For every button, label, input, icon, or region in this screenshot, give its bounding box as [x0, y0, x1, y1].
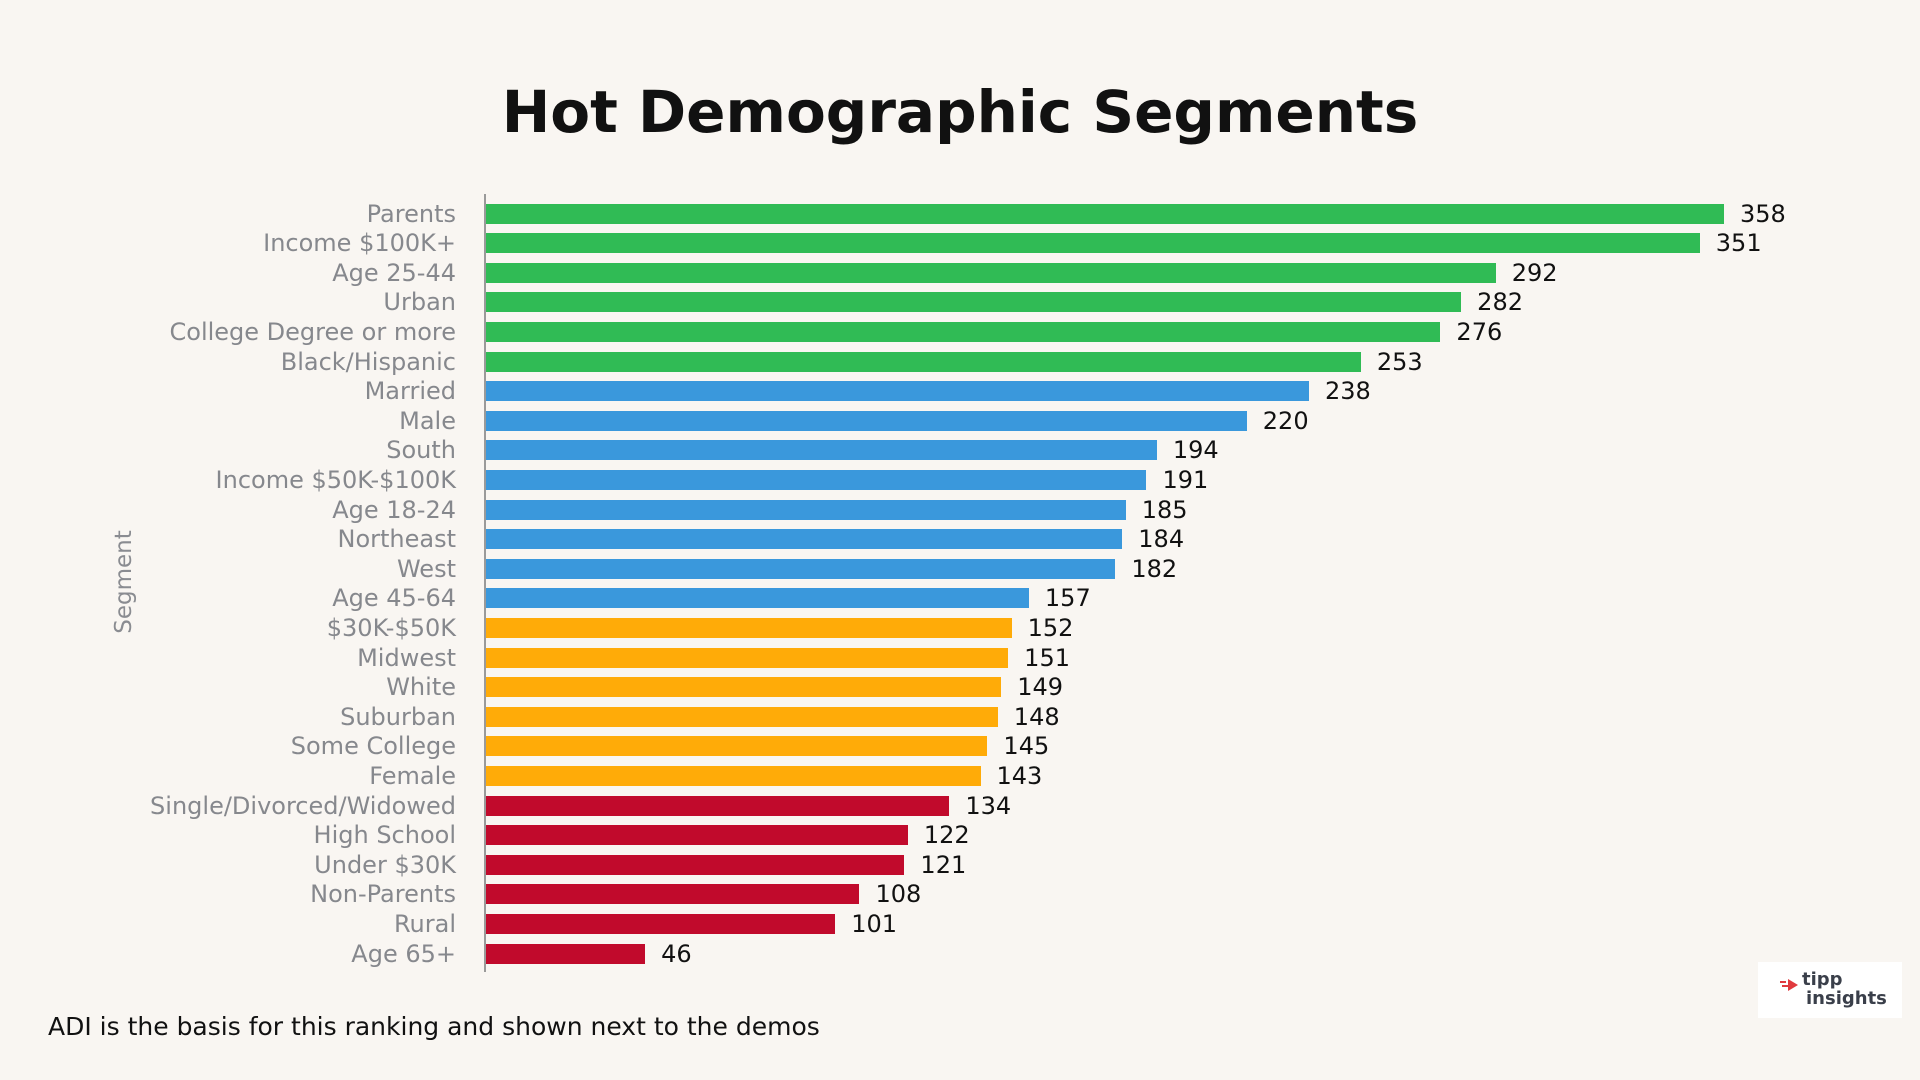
- data-label: 191: [1162, 465, 1209, 494]
- category-label: Rural: [393, 909, 456, 938]
- data-label: 220: [1262, 406, 1309, 435]
- chart-title: Hot Demographic Segments: [501, 78, 1419, 146]
- category-label: Some College: [290, 732, 456, 761]
- category-label: Urban: [383, 288, 456, 317]
- category-label: High School: [313, 821, 456, 850]
- y-axis-line: [484, 194, 486, 972]
- bar: [486, 706, 998, 727]
- category-label: Parents: [366, 199, 456, 228]
- category-label: Age 18-24: [332, 495, 456, 524]
- bar: [486, 410, 1247, 431]
- category-label: Suburban: [340, 702, 456, 731]
- data-label: 182: [1131, 554, 1178, 583]
- speed-arrow-icon: [1780, 979, 1798, 991]
- data-label: 351: [1715, 229, 1762, 258]
- bar: [486, 617, 1012, 638]
- footnote: ADI is the basis for this ranking and sh…: [48, 1012, 820, 1041]
- bar: [486, 529, 1123, 550]
- bar: [486, 588, 1029, 609]
- bar: [486, 469, 1147, 490]
- data-label: 148: [1013, 702, 1060, 731]
- data-label: 276: [1456, 317, 1503, 346]
- data-label: 143: [996, 761, 1043, 790]
- data-label: 185: [1141, 495, 1188, 524]
- bar: [486, 262, 1496, 283]
- logo-line-1: tipp: [1802, 969, 1843, 990]
- data-label: 46: [661, 939, 692, 968]
- bar: [486, 913, 836, 934]
- bar: [486, 884, 860, 905]
- bar: [486, 381, 1310, 402]
- category-label: Income $50K-$100K: [215, 465, 456, 494]
- logo-line-2: insights: [1806, 988, 1887, 1009]
- tipp-insights-logo: tipp insights: [1758, 962, 1902, 1018]
- logo-wordmark: tipp insights: [1802, 970, 1887, 1008]
- bar: [486, 943, 646, 964]
- bar: [486, 233, 1700, 254]
- category-label: Age 25-44: [332, 258, 456, 287]
- data-label: 152: [1027, 613, 1074, 642]
- data-label: 108: [875, 880, 922, 909]
- data-label: 253: [1376, 347, 1423, 376]
- data-label: 122: [923, 821, 970, 850]
- category-label: Single/Divorced/Widowed: [150, 791, 456, 820]
- category-label: South: [386, 436, 456, 465]
- bar: [486, 825, 908, 846]
- bar: [486, 795, 950, 816]
- bar: [486, 351, 1361, 372]
- data-label: 134: [965, 791, 1012, 820]
- data-label: 145: [1003, 732, 1050, 761]
- data-label: 358: [1740, 199, 1786, 228]
- category-label: $30K-$50K: [326, 613, 456, 642]
- category-label: Age 45-64: [332, 584, 456, 613]
- bar: [486, 677, 1002, 698]
- bar: [486, 854, 905, 875]
- category-label: Under $30K: [314, 850, 456, 879]
- data-label: 121: [920, 850, 967, 879]
- category-label: Midwest: [357, 643, 456, 672]
- category-label: Male: [399, 406, 456, 435]
- data-label: 157: [1044, 584, 1091, 613]
- data-label: 194: [1172, 436, 1219, 465]
- data-label: 238: [1325, 377, 1371, 406]
- bar: [486, 736, 988, 757]
- bar: [486, 765, 981, 786]
- bar: [486, 499, 1126, 520]
- category-label: Age 65+: [351, 939, 456, 968]
- category-label: West: [396, 554, 456, 583]
- data-label: 101: [851, 909, 898, 938]
- bar: [486, 440, 1157, 461]
- category-label: Black/Hispanic: [280, 347, 456, 376]
- category-label: Married: [364, 377, 456, 406]
- data-label: 149: [1017, 673, 1064, 702]
- bar: [486, 292, 1462, 313]
- bar: [486, 558, 1116, 579]
- data-label: 292: [1511, 258, 1558, 287]
- category-label: White: [386, 673, 456, 702]
- bar: [486, 203, 1724, 224]
- category-label: Non-Parents: [310, 880, 456, 909]
- category-label: Income $100K+: [263, 229, 456, 258]
- category-label: Northeast: [337, 525, 456, 554]
- bar: [486, 647, 1009, 668]
- data-label: 151: [1024, 643, 1070, 672]
- bar: [486, 321, 1441, 342]
- data-label: 184: [1138, 525, 1185, 554]
- category-label: Female: [369, 761, 456, 790]
- category-label: College Degree or more: [169, 317, 457, 346]
- data-label: 282: [1477, 288, 1523, 317]
